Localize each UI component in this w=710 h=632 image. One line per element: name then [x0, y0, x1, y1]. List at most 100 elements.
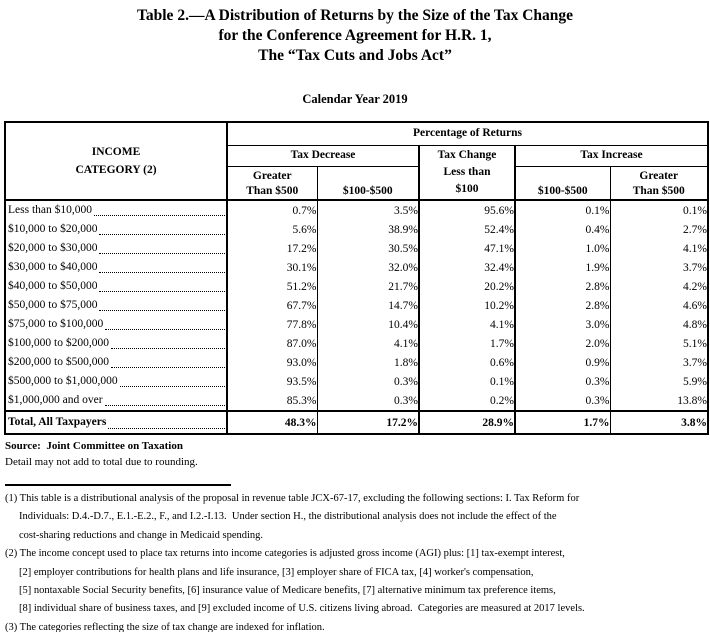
tax-change-line-2: Less than [443, 165, 491, 178]
footnote-line: [2] employer contributions for health pl… [19, 566, 534, 578]
row-value-cell: 0.7% [226, 200, 317, 220]
row-category-label: Less than $10,000 [8, 204, 93, 216]
row-category-label: $500,000 to $1,000,000 [8, 375, 118, 387]
row-value-cell: 1.0% [514, 239, 610, 258]
table-row: $30,000 to $40,000 30.1% 32.0% 32.4% 1.9… [5, 258, 708, 277]
row-category-cell: Less than $10,000 [5, 200, 227, 220]
header-row-1: INCOME CATEGORY (2) Percentage of Return… [5, 122, 708, 201]
row-value-cell: 0.9% [514, 353, 610, 372]
table-row: $50,000 to $75,000 67.7% 14.7% 10.2% 2.8… [5, 296, 708, 315]
header-increase-greater-than-500: Greater Than $500 [609, 166, 708, 201]
row-value-cell: 0.1% [418, 372, 515, 391]
total-value-cell: 17.2% [316, 410, 419, 434]
header-increase-100-500: $100-$500 [514, 166, 610, 201]
dot-leader [99, 253, 225, 254]
header-tax-increase: Tax Increase [514, 145, 708, 167]
header-income-category: INCOME CATEGORY (2) [5, 122, 228, 201]
row-value-cell: 3.7% [609, 353, 708, 372]
row-value-cell: 85.3% [226, 391, 317, 411]
row-value-cell: 3.5% [316, 200, 419, 220]
row-category-label: $1,000,000 and over [8, 394, 103, 406]
table-row: $500,000 to $1,000,000 93.5% 0.3% 0.1% 0… [5, 372, 708, 391]
row-value-cell: 47.1% [418, 239, 515, 258]
total-value-cell: 1.7% [514, 410, 610, 434]
rounding-note: Detail may not add to total due to round… [5, 456, 198, 468]
row-value-cell: 51.2% [226, 277, 317, 296]
footnote-line: [5] nontaxable Social Security benefits,… [19, 585, 556, 597]
dot-leader [119, 386, 225, 387]
row-category-label: $30,000 to $40,000 [8, 261, 98, 273]
row-category-cell: $1,000,000 and over [5, 391, 227, 411]
dot-leader [108, 428, 225, 429]
income-header-line-2: CATEGORY (2) [75, 164, 157, 176]
total-value-cell: 48.3% [226, 410, 317, 434]
row-value-cell: 2.0% [514, 334, 610, 353]
row-value-cell: 4.2% [609, 277, 708, 296]
row-value-cell: 13.8% [609, 391, 708, 411]
income-header-line-1: INCOME [91, 146, 141, 158]
decrease-greater-line-2: Than $500 [246, 185, 299, 197]
table-row: $40,000 to $50,000 51.2% 21.7% 20.2% 2.8… [5, 277, 708, 296]
footnote-3: (3) The categories reflecting the size o… [5, 619, 710, 632]
row-value-cell: 0.1% [609, 200, 708, 220]
decrease-greater-line-1: Greater [252, 170, 292, 182]
total-category-cell: Total, All Taxpayers [5, 410, 227, 434]
row-value-cell: 4.6% [609, 296, 708, 315]
row-value-cell: 0.3% [514, 391, 610, 411]
table-row: $100,000 to $200,000 87.0% 4.1% 1.7% 2.0… [5, 334, 708, 353]
row-category-label: $100,000 to $200,000 [8, 337, 109, 349]
row-value-cell: 5.9% [609, 372, 708, 391]
row-category-label: $20,000 to $30,000 [8, 242, 98, 254]
row-value-cell: 93.0% [226, 353, 317, 372]
table-row: $75,000 to $100,000 77.8% 10.4% 4.1% 3.0… [5, 315, 708, 334]
table-row: $20,000 to $30,000 17.2% 30.5% 47.1% 1.0… [5, 239, 708, 258]
row-category-cell: $10,000 to $20,000 [5, 220, 227, 239]
header-decrease-100-500: $100-$500 [316, 166, 419, 201]
footnote-line: cost-sharing reductions and change in Me… [19, 529, 264, 541]
footnote-1: (1) This table is a distributional analy… [5, 490, 710, 545]
dot-leader [105, 329, 225, 330]
row-value-cell: 77.8% [226, 315, 317, 334]
total-value-cell: 3.8% [609, 410, 708, 434]
row-value-cell: 1.9% [514, 258, 610, 277]
row-value-cell: 0.3% [316, 372, 419, 391]
distribution-table: INCOME CATEGORY (2) Percentage of Return… [4, 121, 709, 435]
row-value-cell: 32.0% [316, 258, 419, 277]
table-row: $10,000 to $20,000 5.6% 38.9% 52.4% 0.4%… [5, 220, 708, 239]
table-row: $200,000 to $500,000 93.0% 1.8% 0.6% 0.9… [5, 353, 708, 372]
row-value-cell: 10.4% [316, 315, 419, 334]
table-row: Less than $10,000 0.7% 3.5% 95.6% 0.1% 0… [5, 200, 708, 220]
dot-leader [104, 405, 225, 406]
increase-greater-line-1: Greater [639, 170, 679, 182]
row-value-cell: 0.3% [316, 391, 419, 411]
dot-leader [99, 272, 225, 273]
row-value-cell: 4.1% [418, 315, 515, 334]
source-line: Source: Joint Committee on Taxation [5, 440, 183, 452]
row-category-cell: $200,000 to $500,000 [5, 353, 227, 372]
table-title: Table 2.—A Distribution of Returns by th… [0, 0, 710, 66]
row-value-cell: 2.7% [609, 220, 708, 239]
row-category-cell: $20,000 to $30,000 [5, 239, 227, 258]
row-category-label: $10,000 to $20,000 [8, 223, 98, 235]
row-value-cell: 1.8% [316, 353, 419, 372]
dot-leader [99, 234, 225, 235]
header-percentage-of-returns: Percentage of Returns [226, 122, 708, 146]
row-category-cell: $40,000 to $50,000 [5, 277, 227, 296]
row-category-label: $50,000 to $75,000 [8, 299, 98, 311]
table-row: $1,000,000 and over 85.3% 0.3% 0.2% 0.3%… [5, 391, 708, 411]
row-value-cell: 67.7% [226, 296, 317, 315]
total-row: Total, All Taxpayers 48.3% 17.2% 28.9% 1… [5, 410, 708, 434]
row-value-cell: 1.7% [418, 334, 515, 353]
header-row-3: Greater Than $500 $100-$500 $100-$500 Gr… [5, 166, 708, 201]
dot-leader [99, 291, 225, 292]
footnote-line: (3) The categories reflecting the size o… [5, 621, 325, 632]
row-value-cell: 0.1% [514, 200, 610, 220]
row-value-cell: 3.7% [609, 258, 708, 277]
row-value-cell: 10.2% [418, 296, 515, 315]
dot-leader [110, 348, 225, 349]
row-category-cell: $30,000 to $40,000 [5, 258, 227, 277]
increase-greater-line-2: Than $500 [632, 185, 685, 197]
header-decrease-greater-than-500: Greater Than $500 [226, 166, 317, 201]
row-value-cell: 3.0% [514, 315, 610, 334]
